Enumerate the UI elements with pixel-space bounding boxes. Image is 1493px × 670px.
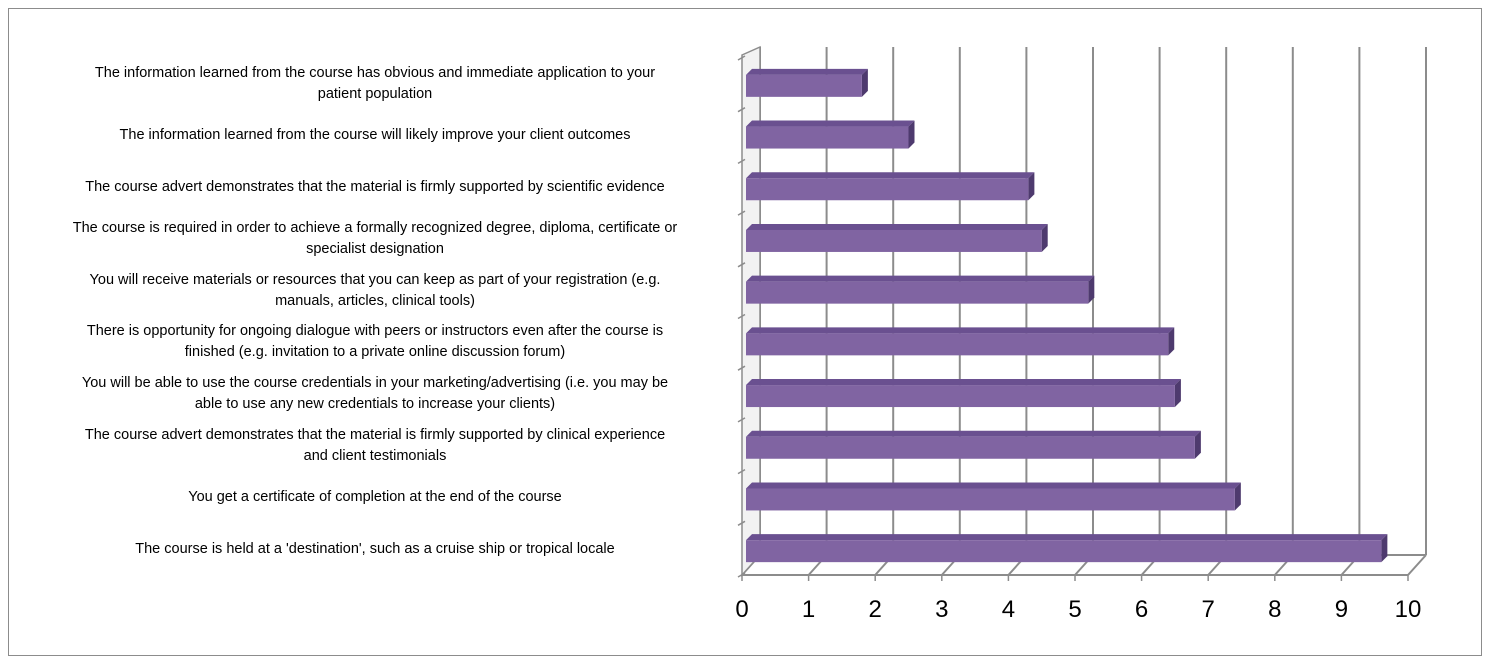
category-tick-3 [737,210,746,216]
bar-top-1 [746,120,915,127]
x-tick-label-4: 4 [1001,596,1016,623]
category-tick-2 [737,158,746,165]
bar-side-0 [861,68,868,97]
category-label-2: The course advert demonstrates that the … [25,177,725,198]
category-label-0-line-0: The information learned from the course … [94,64,656,81]
bar-0 [746,74,862,97]
bar-2 [746,178,1029,201]
bar-side-4 [1088,275,1095,304]
category-label-7-line-0: The course advert demonstrates that the … [84,426,666,443]
x-tick-label-0: 0 [735,596,749,623]
bar-9 [746,540,1382,563]
category-tick-6 [737,365,746,371]
bar-top-8 [746,482,1241,489]
bar-top-7 [746,430,1201,437]
bar-7 [746,436,1195,459]
bar-top-3 [746,223,1048,230]
bar-3 [746,229,1042,252]
category-label-6-line-0: You will be able to use the course crede… [81,375,669,392]
category-tick-4 [737,262,746,268]
bar-side-7 [1194,430,1201,459]
category-label-0: The information learned from the course … [25,63,725,105]
category-label-7: The course advert demonstrates that the … [25,425,725,467]
category-label-3-line-0: The course is required in order to achie… [72,219,678,236]
category-label-6: You will be able to use the course crede… [25,373,725,415]
category-label-1-line-0: The information learned from the course … [119,127,631,144]
category-label-4-line-0: You will receive materials or resources … [89,271,661,288]
x-tick-label-5: 5 [1068,596,1082,623]
category-label-4-line-1: manuals, articles, clinical tools) [275,292,475,309]
bar-side-8 [1234,482,1241,511]
bar-8 [746,488,1235,511]
bar-5 [746,333,1169,356]
category-label-0-line-1: patient population [317,85,433,102]
bar-top-9 [746,534,1388,541]
x-tick-label-1: 1 [801,596,816,623]
floor-gridline-10 [1407,554,1427,576]
category-label-7-line-1: and client testimonials [303,447,447,464]
bar-top-6 [746,379,1181,386]
x-tick-label-2: 2 [868,596,882,623]
category-tick-1 [737,107,746,113]
category-label-8-line-0: You get a certificate of completion at t… [188,488,562,505]
bar-side-3 [1041,223,1048,252]
category-label-5-line-0: There is opportunity for ongoing dialogu… [86,323,664,340]
x-tick-label-8: 8 [1268,596,1282,623]
x-tick-label-9: 9 [1334,596,1349,623]
bar-4 [746,281,1089,304]
bar-top-0 [746,68,868,75]
category-label-3: The course is required in order to achie… [25,218,725,260]
category-tick-8 [737,468,746,475]
bar-top-5 [746,327,1175,334]
category-tick-9 [737,520,746,526]
category-label-5: There is opportunity for ongoing dialogu… [25,321,725,363]
bar-side-2 [1028,172,1035,201]
bar-1 [746,126,909,149]
bar-side-5 [1168,327,1175,356]
bar-side-6 [1174,379,1181,408]
category-label-8: You get a certificate of completion at t… [25,487,725,508]
x-tick-label-3: 3 [935,596,949,623]
category-tick-5 [737,313,746,320]
bar-6 [746,385,1175,408]
category-label-9: The course is held at a 'destination', s… [25,539,725,560]
bar-side-1 [908,120,915,149]
category-tick-10 [737,572,746,578]
category-label-9-line-0: The course is held at a 'destination', s… [135,540,615,557]
x-tick-label-7: 7 [1201,596,1215,623]
category-label-5-line-1: finished (e.g. invitation to a private o… [184,344,566,361]
category-label-6-line-1: able to use any new credentials to incre… [194,396,556,413]
category-label-2-line-0: The course advert demonstrates that the … [85,178,665,195]
category-tick-7 [737,417,746,423]
bar-top-4 [746,275,1095,282]
bar-top-2 [746,172,1035,179]
category-label-4: You will receive materials or resources … [25,270,725,312]
category-label-3-line-1: specialist designation [306,240,444,257]
bar-side-9 [1381,534,1388,563]
category-label-1: The information learned from the course … [25,125,725,146]
category-tick-0 [737,55,746,61]
x-tick-label-10: 10 [1394,596,1422,623]
x-tick-label-6: 6 [1134,596,1149,623]
